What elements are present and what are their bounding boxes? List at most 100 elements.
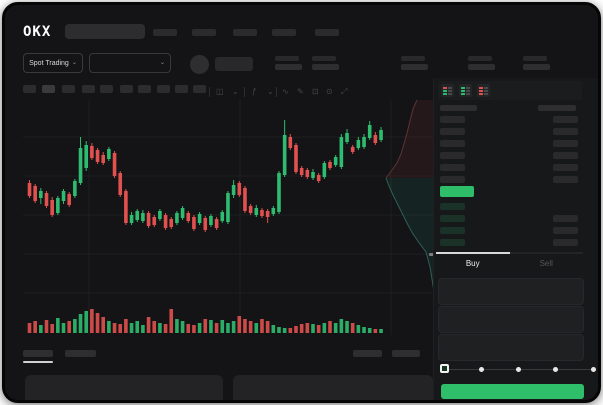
timeframe-button[interactable]	[138, 85, 151, 93]
stat-value	[523, 64, 550, 70]
nav-item[interactable]	[315, 29, 339, 36]
candle	[129, 215, 134, 223]
volume-bar	[197, 323, 202, 333]
depth-bids-line	[385, 177, 435, 293]
candle	[90, 146, 94, 158]
price-input[interactable]	[438, 278, 584, 305]
book-asks-icon[interactable]	[477, 84, 490, 97]
volume-bar	[158, 323, 162, 333]
candle	[231, 185, 236, 195]
timeframe-button[interactable]	[23, 85, 36, 93]
book-combined-icon[interactable]	[441, 84, 454, 97]
candle	[44, 193, 49, 206]
ask-price[interactable]	[440, 176, 465, 183]
ask-price[interactable]	[440, 128, 465, 135]
bid-price[interactable]	[440, 227, 465, 234]
timeframe-button[interactable]	[193, 85, 206, 93]
timeframe-button[interactable]	[175, 85, 188, 93]
volume-bar	[294, 326, 298, 333]
volume-bar	[220, 320, 225, 333]
ask-price[interactable]	[440, 140, 465, 147]
candle	[33, 186, 37, 201]
bottom-action[interactable]	[353, 350, 382, 357]
indicators-icon[interactable]: ƒ	[252, 87, 257, 96]
timeframe-button[interactable]	[120, 85, 133, 93]
timeframe-button[interactable]	[82, 85, 95, 93]
chevron-down-icon[interactable]: ⌄	[267, 87, 274, 96]
candle	[61, 191, 66, 201]
candle	[50, 200, 54, 215]
okx-logo: OKX	[23, 24, 52, 40]
timeframe-button[interactable]	[100, 85, 113, 93]
ask-price[interactable]	[440, 152, 465, 159]
slider-stop[interactable]	[591, 367, 596, 372]
volume-bar	[107, 321, 111, 333]
timeframe-button[interactable]	[157, 85, 170, 93]
bid-price[interactable]	[440, 239, 465, 246]
volume-bar	[243, 319, 247, 333]
volume-bar	[367, 328, 372, 333]
slider-stop[interactable]	[479, 367, 484, 372]
tab-sell[interactable]: Sell	[509, 252, 583, 273]
volume-bar	[129, 323, 134, 333]
market-type-dropdown[interactable]: Spot Trading ⌄	[23, 53, 83, 73]
slider-handle[interactable]	[440, 364, 449, 373]
volume-bar	[333, 323, 338, 333]
volume-bar	[260, 319, 264, 333]
nav-item[interactable]	[192, 29, 216, 36]
pair-selector-dropdown[interactable]: ⌄	[89, 53, 171, 73]
timeframe-button[interactable]	[42, 85, 55, 93]
book-bids-icon[interactable]	[459, 84, 472, 97]
candle-style-icon[interactable]: ◫	[216, 87, 224, 96]
candle	[214, 219, 219, 228]
candle	[339, 137, 344, 167]
candle	[118, 173, 123, 195]
candle	[328, 162, 332, 168]
ask-price[interactable]	[440, 116, 465, 123]
nav-item[interactable]	[272, 29, 296, 36]
volume-bar	[146, 317, 151, 333]
bid-price[interactable]	[440, 203, 465, 210]
search-input[interactable]	[65, 24, 145, 39]
volume-bar	[328, 321, 332, 333]
volume-bar	[50, 324, 54, 333]
slider-stop[interactable]	[516, 367, 521, 372]
bottom-action[interactable]	[392, 350, 420, 357]
compare-icon[interactable]: ∿	[282, 87, 289, 96]
slider-stop[interactable]	[553, 367, 558, 372]
volume-bar	[362, 327, 366, 333]
volume-bar	[345, 321, 349, 333]
bottom-tab[interactable]	[65, 350, 96, 357]
volume-bar	[152, 321, 157, 333]
candle	[345, 133, 349, 142]
candle	[209, 216, 213, 225]
volume-bar	[67, 321, 71, 333]
snapshot-icon[interactable]: ⊡	[312, 87, 319, 96]
volume-bar	[254, 323, 259, 333]
order-book-panel: Buy Sell	[433, 78, 598, 400]
total-input[interactable]	[438, 334, 584, 361]
settings-icon[interactable]: ⊙	[326, 87, 333, 96]
volume-bar	[271, 325, 276, 333]
ask-price[interactable]	[440, 164, 465, 171]
candle	[175, 213, 179, 223]
candle	[186, 213, 191, 221]
candle	[180, 208, 185, 218]
nav-item[interactable]	[233, 29, 257, 36]
depth-bids-area	[386, 178, 435, 292]
candle	[288, 137, 293, 148]
volume-bar	[203, 319, 208, 333]
stat-label	[401, 56, 425, 61]
tab-buy[interactable]: Buy	[436, 252, 510, 273]
amount-input[interactable]	[438, 306, 584, 333]
timeframe-button[interactable]	[62, 85, 75, 93]
candle	[367, 125, 372, 138]
volume-bar	[169, 309, 174, 333]
draw-icon[interactable]: ✎	[297, 87, 304, 96]
chevron-down-icon[interactable]: ⌄	[232, 87, 239, 96]
nav-item[interactable]	[153, 29, 177, 36]
bid-price[interactable]	[440, 215, 465, 222]
bottom-tab[interactable]	[23, 350, 53, 357]
buy-submit-button[interactable]	[441, 384, 584, 399]
fullscreen-icon[interactable]: ⤢	[341, 87, 348, 96]
